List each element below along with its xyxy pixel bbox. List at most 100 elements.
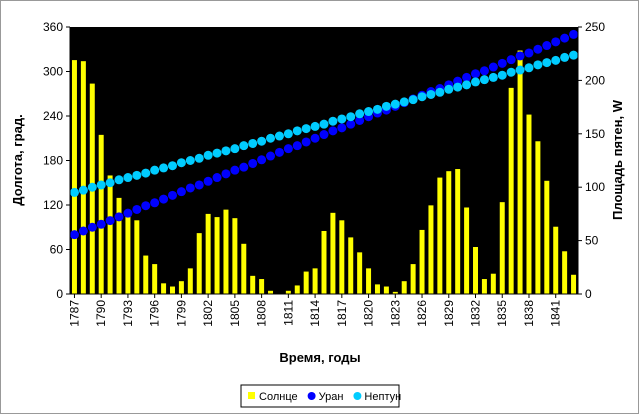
y2-tick-label: 150 — [585, 127, 605, 141]
point — [542, 58, 552, 68]
x-tick-label: 1838 — [522, 300, 536, 327]
point — [319, 119, 329, 129]
bar — [464, 207, 470, 294]
x-tick-label: 1790 — [94, 300, 108, 327]
bar — [71, 60, 77, 294]
point — [283, 129, 293, 139]
point — [105, 216, 115, 226]
point — [230, 144, 240, 154]
y2-tick-label: 50 — [585, 234, 599, 248]
legend-label: Уран — [319, 391, 344, 403]
x-tick-label: 1841 — [549, 300, 563, 327]
bar — [490, 273, 496, 294]
point — [274, 131, 284, 141]
point — [506, 67, 516, 77]
x-tick-label: 1808 — [255, 300, 269, 327]
bar — [116, 197, 122, 294]
bar — [125, 210, 131, 294]
point — [132, 170, 142, 180]
point — [328, 126, 338, 136]
point — [230, 165, 240, 175]
x-tick-label: 1832 — [469, 300, 483, 327]
point — [533, 44, 543, 54]
x-tick-label: 1823 — [388, 300, 402, 327]
bar — [214, 217, 220, 294]
bar — [294, 285, 300, 294]
bar — [401, 281, 407, 294]
point — [176, 158, 186, 168]
x-tick-label: 1793 — [121, 300, 135, 327]
bar — [330, 212, 336, 294]
point — [560, 33, 570, 43]
point — [346, 112, 356, 122]
point — [221, 169, 231, 179]
legend-swatch — [307, 392, 316, 400]
point — [444, 84, 454, 94]
point — [551, 55, 561, 65]
y-tick-label: 120 — [43, 198, 63, 212]
point — [462, 72, 472, 82]
x-tick-label: 1802 — [201, 300, 215, 327]
point — [123, 173, 133, 183]
y-tick-label: 240 — [43, 109, 63, 123]
point — [292, 141, 302, 151]
x-axis-title: Время, годы — [279, 350, 360, 365]
point — [372, 104, 382, 114]
x-tick-label: 1820 — [362, 300, 376, 327]
bar — [285, 290, 291, 294]
y-tick-label: 300 — [43, 65, 63, 79]
bar — [205, 213, 211, 294]
point — [194, 153, 204, 163]
y-tick-label: 60 — [50, 243, 64, 257]
bar — [303, 271, 309, 294]
point — [408, 95, 418, 105]
x-tick-label: 1826 — [415, 300, 429, 327]
x-tick-label: 1835 — [495, 300, 509, 327]
bar — [410, 264, 416, 294]
legend-swatch — [353, 392, 362, 400]
point — [569, 50, 579, 60]
x-tick-label: 1805 — [228, 300, 242, 327]
bar — [152, 264, 158, 294]
point — [515, 65, 525, 75]
point — [310, 121, 320, 131]
bar — [232, 218, 238, 294]
y2-tick-label: 0 — [585, 287, 592, 301]
bar — [357, 252, 363, 294]
point — [141, 201, 151, 211]
bar — [107, 175, 113, 294]
point — [337, 123, 347, 133]
bar — [187, 268, 193, 294]
point — [132, 204, 142, 214]
point — [257, 136, 267, 146]
point — [78, 185, 88, 195]
point — [301, 124, 311, 134]
bar — [169, 286, 175, 294]
point — [185, 156, 195, 165]
bar — [419, 229, 425, 294]
legend-label: Нептун — [364, 391, 401, 403]
bar — [526, 114, 532, 295]
point — [87, 182, 97, 192]
point — [87, 222, 97, 232]
bar — [571, 274, 577, 294]
point — [310, 133, 320, 143]
x-tick-label: 1799 — [174, 300, 188, 327]
x-tick-label: 1787 — [67, 300, 81, 327]
point — [426, 89, 436, 99]
bar — [196, 233, 202, 294]
point — [462, 80, 472, 90]
legend-box — [240, 384, 400, 408]
point — [266, 133, 276, 143]
y-tick-label: 180 — [43, 154, 63, 168]
point — [114, 175, 124, 185]
point — [283, 144, 293, 154]
point — [381, 101, 391, 111]
point — [506, 55, 516, 65]
point — [203, 150, 213, 160]
y2-tick-label: 200 — [585, 73, 605, 87]
point — [551, 37, 561, 47]
point — [203, 176, 213, 186]
point — [515, 51, 525, 61]
